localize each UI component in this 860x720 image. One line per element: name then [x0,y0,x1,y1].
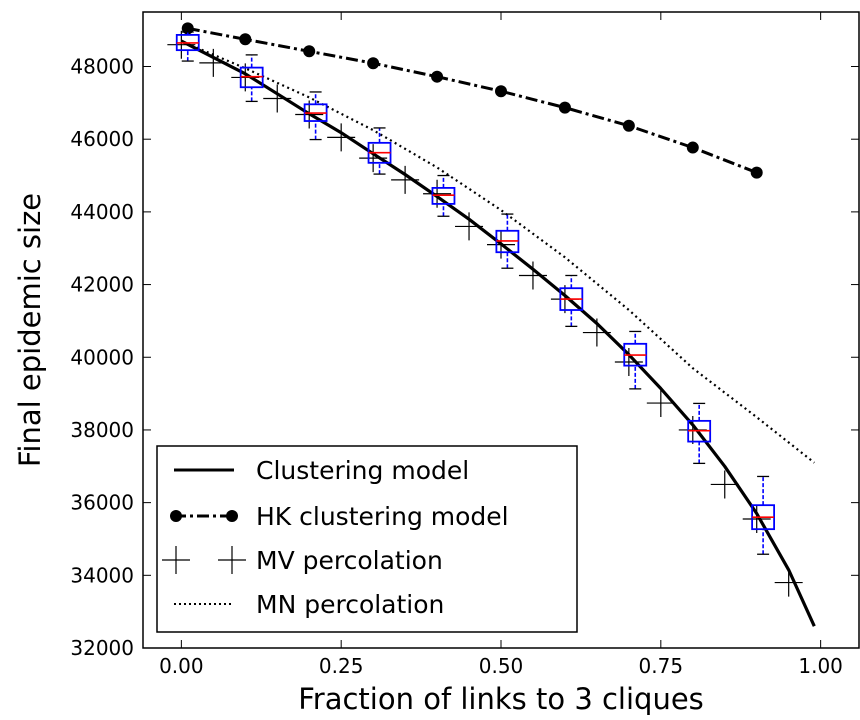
y-tick-label: 36000 [70,491,134,515]
mv-point [455,212,484,241]
legend-label-clustering: Clustering model [256,456,469,485]
y-tick-label: 46000 [70,127,134,151]
y-tick-label: 42000 [70,273,134,297]
boxplot [367,127,392,175]
y-tick-label: 32000 [70,636,134,660]
hk-point [431,70,444,83]
mv-point [614,347,643,376]
axes: 0.00 0.25 0.50 0.75 1.00 32000 34000 36000 38000… [70,12,859,678]
hk-point [558,101,571,114]
legend-entry-mv-percolation: MV percolation [162,546,443,575]
hk-point [303,45,316,58]
boxplot [751,475,776,555]
hk-point [622,119,635,132]
x-tick-label: 1.00 [798,654,843,678]
boxplot [495,213,520,269]
legend-label-hk-clustering: HK clustering model [256,502,509,531]
series-line-mn-percolation [180,40,815,464]
legend-label-mn-percolation: MN percolation [256,590,444,619]
y-axis-label: Final epidemic size [13,193,47,467]
boxplot [623,330,648,390]
x-tick-label: 0.25 [319,654,364,678]
plot-area [167,22,816,627]
y-tick-label: 48000 [70,55,134,79]
hk-point [495,85,507,98]
mv-point [774,568,803,597]
legend-entry-clustering: Clustering model [174,456,469,485]
legend-entry-mn-percolation: MN percolation [174,590,444,619]
boxplot [431,174,456,217]
x-tick-label: 0.00 [159,654,204,678]
mv-point [582,318,611,347]
hk-point [686,141,699,154]
mv-point [359,144,388,173]
legend-label-mv-percolation: MV percolation [256,546,443,575]
legend-marker-dot [226,510,238,522]
hk-point [239,33,252,46]
legend-marker-plus [218,546,246,574]
x-axis-label: Fraction of links to 3 cliques [298,682,704,716]
hk-point [367,57,380,70]
boxplot [175,31,200,62]
y-tick-label: 34000 [70,563,134,587]
mv-point [391,165,420,194]
mv-point [327,123,356,152]
boxplot [559,274,584,328]
y-tick-label: 40000 [70,345,134,369]
mv-point [646,389,675,418]
x-tick-label: 0.50 [479,654,524,678]
boxplot [303,91,328,141]
boxplot [687,402,712,465]
legend-marker-plus [162,546,190,574]
mv-point [263,84,292,113]
mv-point [487,230,515,259]
y-tick-label: 38000 [70,418,134,442]
mv-point [710,470,739,499]
legend-entry-hk-clustering: HK clustering model [170,502,509,531]
y-tick-label: 44000 [70,200,134,224]
mv-point [199,48,228,77]
x-tick-label: 0.75 [639,654,684,678]
boxplot [239,54,264,103]
legend: Clustering model HK clustering model MV … [156,445,578,633]
series-line-hk-clustering [187,26,758,174]
mv-point [518,261,547,290]
legend-box [156,445,578,633]
legend-marker-dot [170,510,182,522]
hk-point [750,166,763,179]
